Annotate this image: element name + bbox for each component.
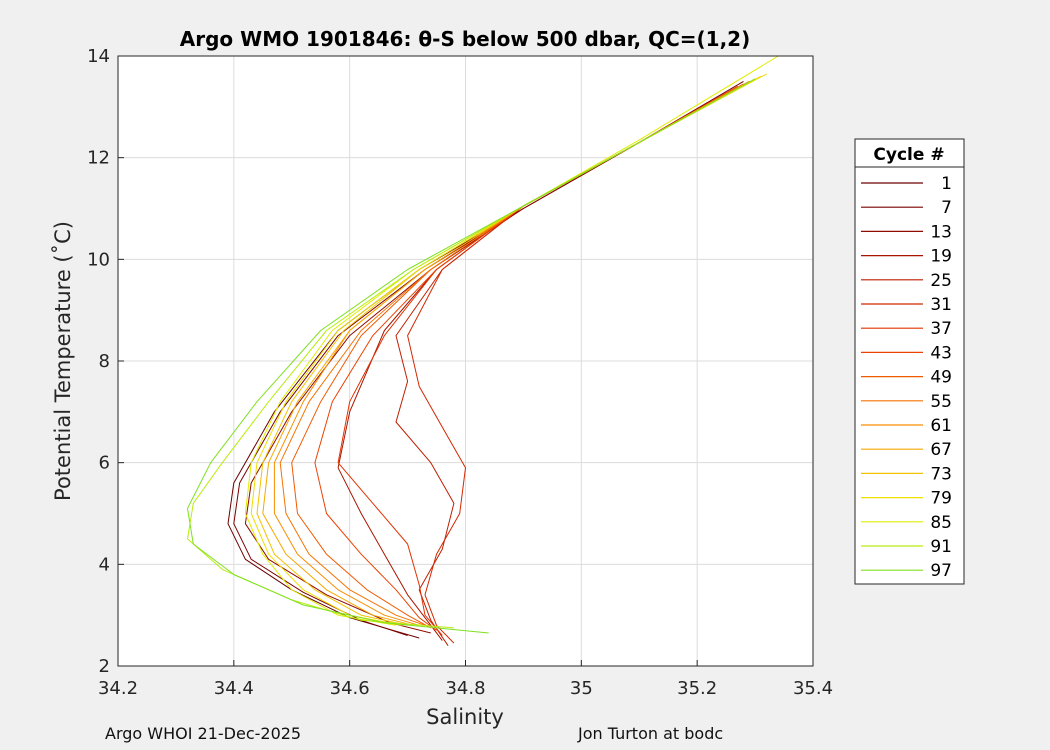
legend-label: 97	[930, 561, 952, 581]
legend-items: 1 7 13 19 25 31 37 43 49 55 61 67 73 79 85 91 97	[861, 174, 952, 581]
axis-ticks: 34.2 34.4 34.6 34.8 35 35.2 35.4 2 4 6 8 10 12 14	[87, 46, 833, 699]
legend-item: 43	[861, 343, 952, 363]
legend-label: 49	[930, 368, 952, 388]
legend-item: 13	[861, 222, 952, 242]
legend-label: 13	[930, 222, 952, 242]
legend-item: 55	[861, 392, 952, 412]
legend-label: 67	[930, 440, 952, 460]
y-tick-label: 2	[99, 656, 110, 677]
legend-label: 73	[930, 464, 952, 484]
legend-item: 31	[861, 295, 952, 315]
legend-item: 79	[861, 489, 952, 509]
legend-item: 97	[861, 561, 952, 581]
y-axis-label: Potential Temperature (˚C)	[51, 221, 75, 501]
x-tick-label: 34.6	[330, 678, 370, 699]
legend-label: 91	[930, 537, 952, 557]
x-tick-label: 34.2	[98, 678, 138, 699]
legend-item: 37	[861, 319, 952, 339]
legend-item: 73	[861, 464, 952, 484]
legend-label: 55	[930, 392, 952, 412]
legend-item: 85	[861, 513, 952, 533]
y-tick-label: 10	[87, 249, 110, 270]
x-tick-label: 34.8	[445, 678, 485, 699]
legend-item: 67	[861, 440, 952, 460]
legend-label: 7	[941, 198, 952, 218]
footer-credit-right: Jon Turton at bodc	[578, 724, 724, 743]
y-tick-label: 8	[99, 351, 110, 372]
legend-title: Cycle #	[873, 145, 944, 165]
legend-label: 25	[930, 271, 952, 291]
legend-label: 85	[930, 513, 952, 533]
legend-label: 31	[930, 295, 952, 315]
legend-label: 79	[930, 489, 952, 509]
series-line-cycle-97	[187, 78, 756, 634]
legend-item: 91	[861, 537, 952, 557]
series-line-cycle-13	[244, 83, 744, 634]
x-tick-label: 34.4	[214, 678, 254, 699]
legend-item: 1	[861, 174, 952, 194]
legend: Cycle # 1 7 13 19 25 31 37 43 49 55 61 67 73 79 85 91 97	[854, 138, 965, 585]
legend-item: 19	[861, 247, 952, 267]
legend-label: 19	[930, 247, 952, 267]
series-lines	[187, 55, 779, 646]
legend-item: 61	[861, 416, 952, 436]
legend-box	[854, 138, 965, 585]
x-tick-label: 35.4	[793, 678, 833, 699]
legend-label: 37	[930, 319, 952, 339]
legend-label: 43	[930, 343, 952, 363]
legend-label: 1	[941, 174, 952, 194]
x-tick-label: 35.2	[677, 678, 717, 699]
y-tick-label: 12	[87, 148, 110, 169]
legend-item: 25	[861, 271, 952, 291]
y-tick-label: 4	[99, 554, 110, 575]
legend-label: 61	[930, 416, 952, 436]
y-tick-label: 6	[99, 453, 110, 474]
legend-item: 49	[861, 368, 952, 388]
x-axis-label: Salinity	[426, 705, 504, 729]
y-tick-label: 14	[87, 46, 110, 67]
legend-item: 7	[861, 198, 952, 218]
footer-credit-left: Argo WHOI 21-Dec-2025	[105, 724, 302, 743]
chart-title: Argo WMO 1901846: θ-S below 500 dbar, QC…	[180, 27, 750, 51]
x-tick-label: 35	[570, 678, 593, 699]
